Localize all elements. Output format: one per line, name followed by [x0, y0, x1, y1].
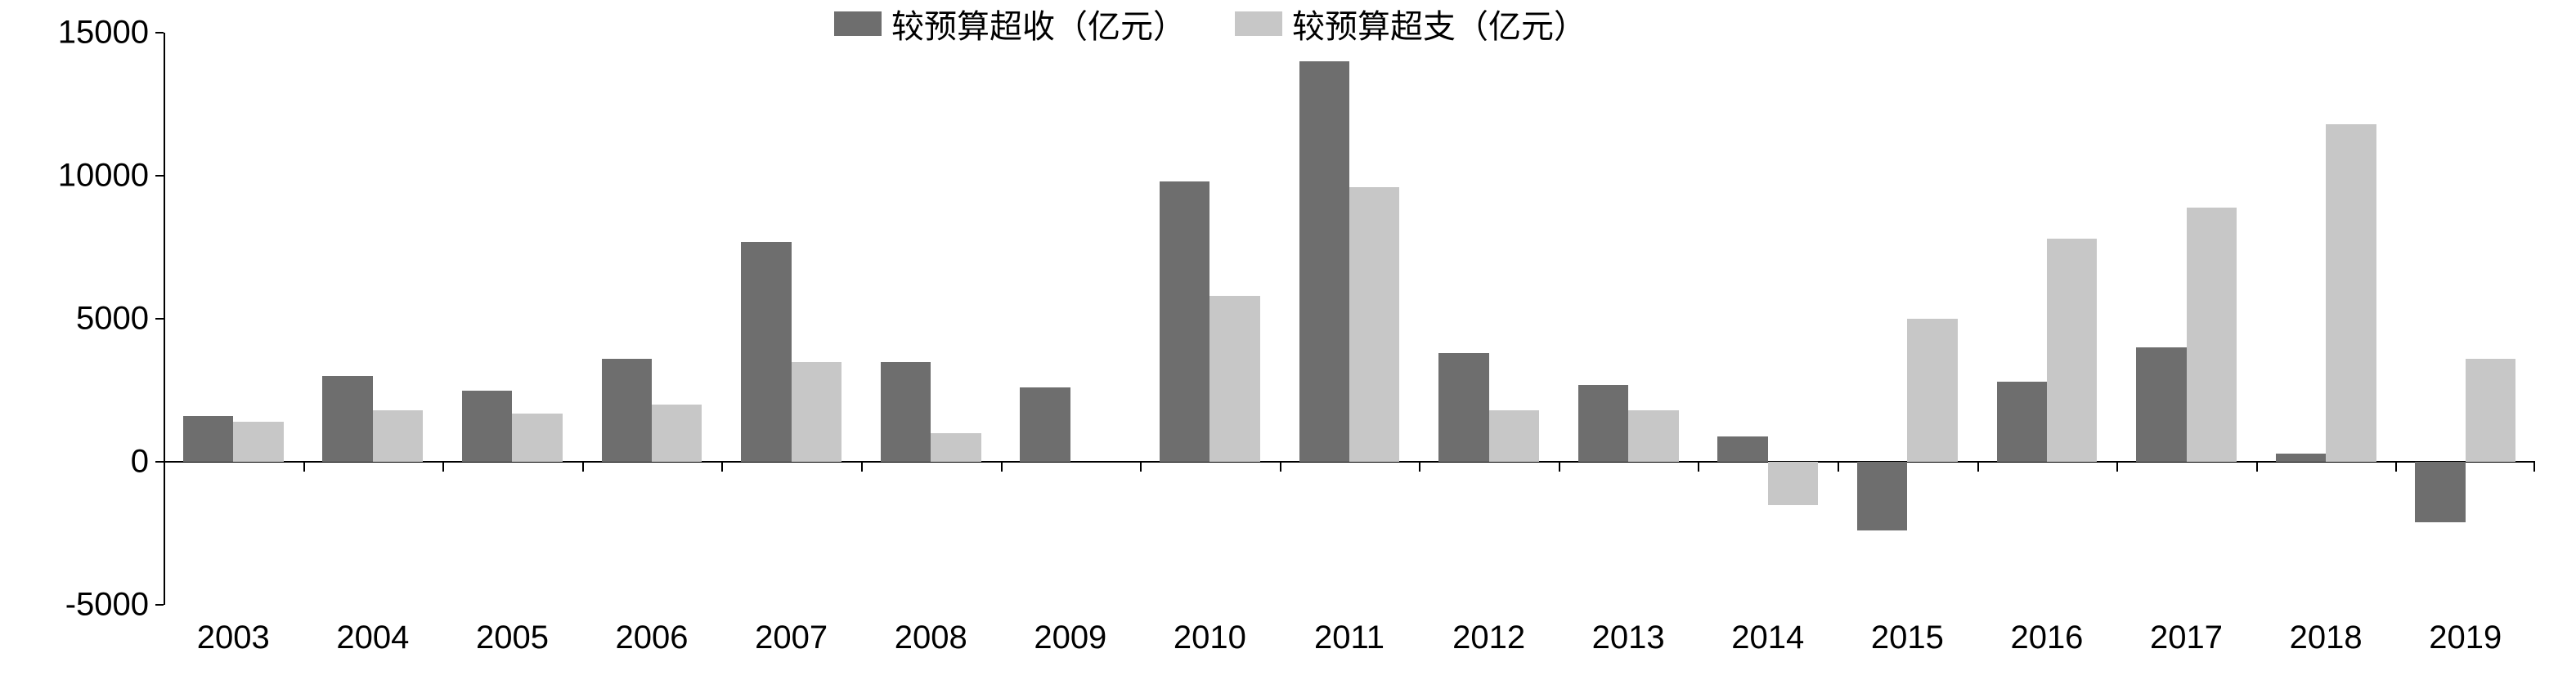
bar-较预算超收（亿元） [881, 362, 931, 463]
x-tick-mark [1419, 462, 1420, 472]
y-tick-mark [155, 318, 164, 320]
x-tick-mark [1140, 462, 1142, 472]
y-tick-mark [155, 604, 164, 606]
x-tick-mark [2256, 462, 2258, 472]
x-tick-label: 2019 [2429, 620, 2502, 656]
bar-较预算超收（亿元） [1020, 387, 1070, 462]
y-tick-label: 0 [131, 444, 149, 481]
bar-较预算超收（亿元） [322, 376, 372, 462]
x-tick-label: 2003 [197, 620, 270, 656]
bar-较预算超收（亿元） [1997, 382, 2047, 462]
x-tick-mark [721, 462, 723, 472]
x-tick-mark [1977, 462, 1979, 472]
y-tick-label: 15000 [58, 15, 149, 51]
bar-较预算超支（亿元） [1489, 410, 1539, 462]
bar-较预算超收（亿元） [1857, 462, 1907, 530]
bar-较预算超支（亿元） [2047, 239, 2097, 462]
bar-较预算超支（亿元） [652, 405, 702, 462]
x-tick-mark [164, 462, 165, 472]
x-tick-mark [2395, 462, 2397, 472]
x-tick-label: 2011 [1314, 620, 1384, 656]
bar-较预算超支（亿元） [373, 410, 423, 462]
bar-较预算超支（亿元） [792, 362, 841, 463]
y-tick-label: -5000 [65, 587, 149, 624]
x-tick-label: 2012 [1452, 620, 1525, 656]
bar-较预算超支（亿元） [1628, 410, 1678, 462]
bar-较预算超收（亿元） [2136, 347, 2186, 462]
x-tick-label: 2007 [755, 620, 828, 656]
x-tick-label: 2005 [476, 620, 549, 656]
x-tick-mark [1698, 462, 1699, 472]
budget-variance-bar-chart: 较预算超收（亿元）较预算超支（亿元）-500005000100001500020… [0, 0, 2576, 698]
x-tick-label: 2009 [1034, 620, 1106, 656]
x-tick-label: 2017 [2150, 620, 2223, 656]
bar-较预算超收（亿元） [1578, 385, 1628, 463]
bar-较预算超收（亿元） [1299, 61, 1349, 462]
x-tick-label: 2008 [895, 620, 967, 656]
bar-较预算超收（亿元） [183, 416, 233, 462]
bar-较预算超收（亿元） [1438, 353, 1488, 462]
y-tick-mark [155, 175, 164, 177]
x-tick-mark [442, 462, 444, 472]
x-tick-label: 2004 [336, 620, 409, 656]
x-tick-mark [303, 462, 305, 472]
bar-较预算超收（亿元） [741, 242, 791, 463]
y-tick-label: 5000 [76, 301, 149, 338]
x-tick-label: 2010 [1174, 620, 1246, 656]
bar-较预算超支（亿元） [2187, 208, 2237, 463]
x-tick-mark [1001, 462, 1003, 472]
x-tick-label: 2016 [2010, 620, 2083, 656]
bar-较预算超支（亿元） [1768, 462, 1818, 505]
y-tick-mark [155, 32, 164, 34]
y-axis-line [164, 33, 165, 605]
x-tick-mark [2533, 462, 2535, 472]
x-tick-mark [582, 462, 584, 472]
bar-较预算超支（亿元） [931, 433, 981, 462]
x-tick-label: 2015 [1871, 620, 1944, 656]
bar-较预算超收（亿元） [2415, 462, 2465, 522]
x-tick-mark [861, 462, 863, 472]
x-tick-mark [1838, 462, 1839, 472]
bar-较预算超支（亿元） [1349, 187, 1399, 462]
x-tick-label: 2018 [2290, 620, 2363, 656]
plot-area [164, 33, 2535, 605]
bar-较预算超支（亿元） [233, 422, 283, 462]
bar-较预算超支（亿元） [2326, 124, 2376, 462]
bar-较预算超支（亿元） [1209, 296, 1259, 462]
x-tick-label: 2014 [1731, 620, 1804, 656]
bar-较预算超支（亿元） [1907, 319, 1957, 462]
x-tick-mark [2116, 462, 2118, 472]
y-tick-mark [155, 461, 164, 463]
bar-较预算超收（亿元） [1160, 181, 1209, 462]
x-tick-label: 2013 [1592, 620, 1665, 656]
bar-较预算超收（亿元） [602, 359, 652, 462]
bar-较预算超支（亿元） [2466, 359, 2515, 462]
x-tick-mark [1280, 462, 1281, 472]
y-tick-label: 10000 [58, 158, 149, 195]
bar-较预算超收（亿元） [462, 391, 512, 463]
bar-较预算超收（亿元） [2276, 454, 2326, 463]
bar-较预算超收（亿元） [1717, 436, 1767, 463]
x-tick-label: 2006 [616, 620, 689, 656]
bar-较预算超支（亿元） [512, 414, 562, 463]
x-tick-mark [1559, 462, 1560, 472]
